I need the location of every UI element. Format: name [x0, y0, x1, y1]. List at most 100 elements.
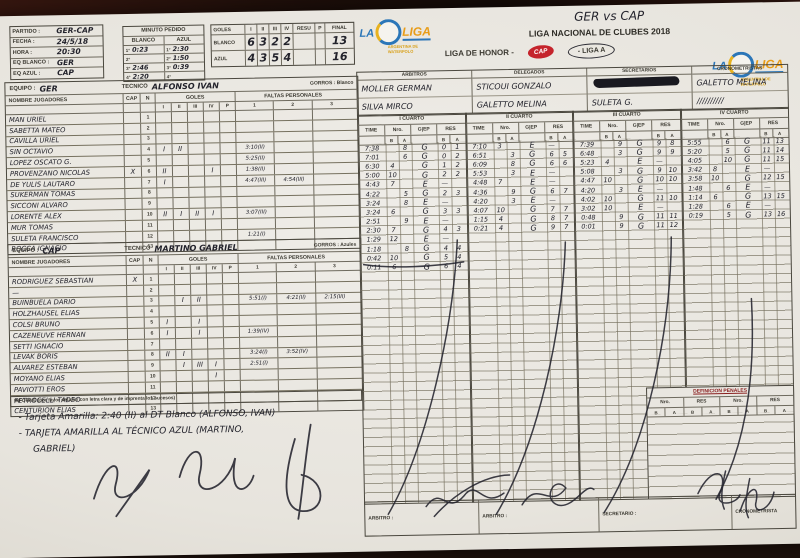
foul-2: [276, 207, 314, 217]
event-time: 0:11: [361, 263, 388, 273]
player-no-azul: 6: [722, 201, 735, 210]
azul-cell: 1°2:30: [164, 45, 204, 54]
foul-2: [275, 164, 313, 174]
col-nro: Nro.: [385, 125, 411, 135]
quarter-1-rows: 7:38 8 G 0 1 7:01 6 G 0 2: [358, 142, 468, 273]
ordinal: 4°: [126, 74, 130, 79]
col-res: RES: [760, 118, 787, 128]
goal-marks-q4: [208, 316, 224, 326]
event-time: 2:51: [360, 217, 387, 227]
player-no-azul: [400, 225, 413, 234]
blanco-cell: 2°: [124, 54, 165, 63]
score-azul: [451, 197, 465, 206]
score-blanco: 10: [653, 175, 666, 184]
score-azul: [773, 163, 787, 172]
goal-marks-q1: [160, 339, 176, 349]
quarter-2-rows: 7:10 3 E — 6:51 3 G 6 5: [466, 140, 575, 234]
foul-1: 3:24(I): [240, 348, 278, 358]
score-azul: [452, 215, 466, 224]
falta-3: 3: [312, 100, 350, 109]
captain-mark: [129, 383, 146, 393]
player-no-azul: 6: [722, 183, 735, 192]
goles-p: P: [220, 102, 236, 110]
foul-3: 2:15(III): [316, 292, 354, 302]
col-q2: II: [257, 24, 269, 33]
col-time: TIME: [573, 121, 600, 131]
score-blanco: —: [546, 195, 559, 204]
goal-marks-q4: [207, 284, 223, 294]
goal-marks-q1: [157, 155, 173, 165]
score-azul: 3: [451, 188, 465, 197]
event-time: 6:30: [359, 162, 386, 172]
goal-or-exclusion: G: [411, 142, 437, 152]
score-blanco: —: [438, 197, 451, 206]
captain-mark: [125, 156, 142, 166]
goal-marks-q2: [172, 133, 188, 143]
foul-1: [241, 380, 279, 390]
goal-marks-q1: [156, 112, 172, 122]
col-n: N: [141, 93, 156, 102]
player-no-azul: [399, 180, 412, 189]
player-no-azul: [400, 235, 413, 244]
player-no-azul: 9: [615, 212, 628, 221]
score-azul: 4: [452, 243, 466, 252]
player-number: 8: [142, 188, 157, 198]
foul-2: [278, 336, 316, 346]
score-azul: [666, 184, 680, 193]
informe-line-1: - Tarjeta Amarilla: 2:40 (II) al DT Blan…: [18, 407, 362, 423]
goal-marks-q3: [189, 187, 205, 197]
event-time: 0:42: [361, 253, 388, 263]
event-time: 6:09: [466, 160, 493, 170]
goal-marks-q1: [156, 123, 172, 133]
player-number: 11: [143, 220, 158, 230]
player-no-azul: 8: [506, 159, 519, 168]
goal-or-exclusion: G: [520, 223, 546, 233]
player-no-blanco: [387, 244, 400, 253]
cap-club-badge: CAP: [527, 44, 554, 60]
score-azul: 13: [773, 136, 787, 145]
team-ger-rows: MAN URIEL 1 SABETTA MATEO 2: [6, 109, 360, 255]
goal-marks-p: [225, 381, 241, 391]
foul-1: [240, 315, 278, 325]
player-no-blanco: [602, 222, 615, 231]
goal-marks-q3: [192, 338, 208, 348]
score-azul: 4: [453, 261, 467, 270]
player-number: 7: [145, 339, 160, 349]
score-azul: 3: [452, 224, 466, 233]
score-azul: [774, 200, 788, 209]
foul-2: [277, 282, 315, 292]
col-goles: GOLES: [159, 254, 239, 264]
foul-3: [313, 130, 351, 140]
goal-marks-q4: [209, 381, 225, 391]
score-azul: [666, 156, 680, 165]
log-row: 0:11 6 G 6 4: [361, 261, 469, 272]
score-azul: 6: [558, 158, 572, 167]
delegado-1-name: STICOUI GONZALO: [472, 77, 586, 97]
player-no-blanco: 7: [494, 178, 507, 187]
score-blanco: 6: [546, 186, 559, 195]
goal-or-exclusion: E: [519, 168, 545, 178]
captain-mark: [128, 350, 145, 360]
score-blanco: 11: [760, 136, 773, 145]
cronometristas-cell: CRONOMETRISTAS GALETTO MELINA //////////: [692, 65, 788, 110]
col-gep: G|EP: [519, 122, 545, 132]
goal-marks-q2: [177, 371, 193, 381]
foul-1: [238, 218, 276, 228]
event-time: 4:07: [467, 206, 494, 216]
player-no-blanco: [601, 148, 614, 157]
goal-marks-p: [223, 284, 239, 294]
foul-3: [313, 120, 351, 130]
event-time: 4:48: [467, 178, 494, 188]
foul-1: 4:47(III): [237, 175, 275, 185]
q3-goals: 2: [269, 34, 281, 49]
goal-marks-q4: [206, 219, 222, 229]
foul-3: [316, 314, 354, 324]
resu-value: [293, 34, 315, 49]
foul-3: [314, 195, 352, 205]
foul-3: [317, 346, 355, 356]
player-no-azul: 3: [614, 148, 627, 157]
foul-3: [317, 379, 355, 389]
goal-marks-q3: [189, 198, 205, 208]
goal-marks-q2: [173, 187, 189, 197]
